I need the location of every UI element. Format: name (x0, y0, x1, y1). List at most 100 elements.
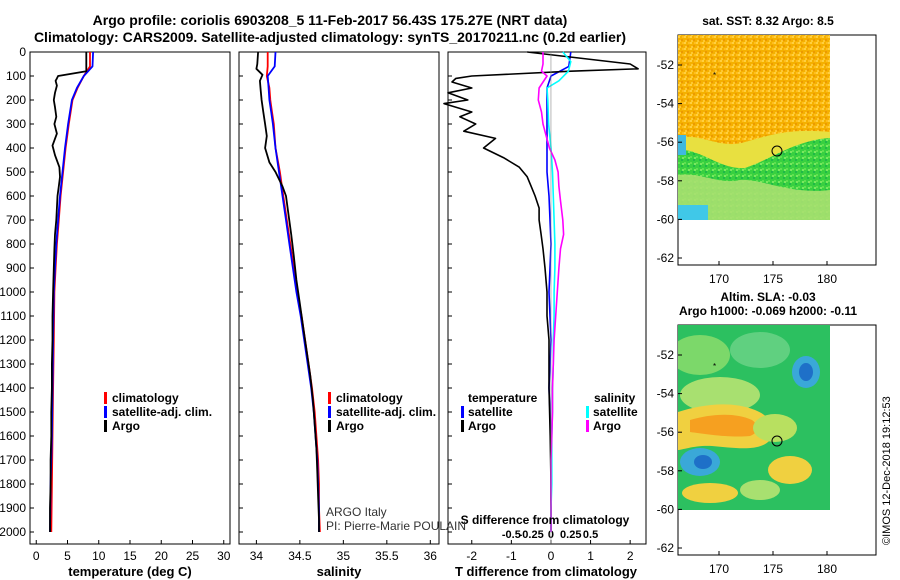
depth-tick-label: 400 (6, 141, 26, 155)
map-y-tick-label: -54 (657, 387, 675, 401)
temperature-plot-frame (29, 51, 231, 545)
legend-swatch-climatology (328, 392, 331, 404)
salinity-xlabel: salinity (317, 564, 363, 579)
sst-cold-patch (678, 205, 708, 220)
map-y-tick-label: -62 (657, 541, 675, 555)
depth-tick-label: 1000 (0, 285, 26, 299)
map-y-tick-label: -52 (657, 348, 675, 362)
series-line-t-argo (443, 51, 639, 532)
legend-label: Argo (112, 419, 140, 433)
s-tick-label: 0.25 (560, 529, 581, 541)
sla-low-anomaly-core (694, 455, 712, 469)
sla-map-field (678, 325, 830, 510)
x-tick-label: 30 (217, 549, 231, 563)
x-tick-label: 0 (548, 549, 555, 563)
depth-tick-label: 100 (6, 69, 26, 83)
s-tick-label: 0.5 (583, 529, 598, 541)
series-line-satellite-adj-clim- (266, 51, 320, 532)
sst-map-axis: 170 175 180 -52 -54 -56 -58 -60 -62 (657, 58, 838, 286)
x-tick-label: 25 (186, 549, 200, 563)
depth-tick-label: 1400 (0, 381, 26, 395)
map-x-tick-label: 170 (709, 562, 729, 576)
s-tick-label: -0.5 (502, 529, 521, 541)
sla-map-subtitle: Argo h1000: -0.069 h2000: -0.11 (679, 304, 857, 318)
annotation-pi: PI: Pierre-Marie POULAIN (326, 519, 466, 533)
x-tick-label: 15 (123, 549, 137, 563)
depth-tick-label: 1300 (0, 357, 26, 371)
map-x-tick-label: 175 (763, 272, 783, 286)
map-x-tick-label: 175 (763, 562, 783, 576)
depth-tick-label: 1700 (0, 453, 26, 467)
map-x-tick-label: 170 (709, 272, 729, 286)
imos-credit: ©IMOS 12-Dec-2018 19:12:53 (881, 396, 893, 545)
map-y-tick-label: -60 (657, 502, 675, 516)
series-line-s-argo (537, 52, 565, 532)
x-tick-label: 0 (33, 549, 40, 563)
sst-map-field (678, 35, 830, 220)
legend-swatch-s-satellite (586, 406, 589, 418)
temperature-plot: 0 5 10 15 20 25 30 (33, 51, 231, 563)
legend-label: Argo (468, 419, 496, 433)
map-y-tick-label: -52 (657, 58, 675, 72)
x-tick-label: 34 (250, 549, 264, 563)
x-tick-label: 2 (627, 549, 634, 563)
salinity-legend: climatology satellite-adj. clim. Argo (328, 391, 436, 433)
x-tick-label: 5 (64, 549, 71, 563)
depth-tick-label: 1500 (0, 405, 26, 419)
x-tick-label: 36 (424, 549, 438, 563)
legend-label: satellite (593, 405, 638, 419)
x-tick-label: 35.5 (375, 549, 399, 563)
depth-tick-label: 500 (6, 165, 26, 179)
sla-map-axis: 170 175 180 -52 -54 -56 -58 -60 -62 (657, 348, 838, 576)
sst-map-star: * (713, 71, 716, 80)
legend-swatch-climatology (104, 392, 107, 404)
depth-tick-label: 900 (6, 261, 26, 275)
series-line-argo (49, 52, 88, 532)
legend-swatch-satellite (328, 406, 331, 418)
depth-tick-label: 800 (6, 237, 26, 251)
series-line-satellite-adj-clim- (49, 51, 94, 533)
legend-label: satellite-adj. clim. (336, 405, 436, 419)
depth-tick-label: 1600 (0, 429, 26, 443)
legend-swatch-t-satellite (461, 406, 464, 418)
map-y-tick-label: -58 (657, 174, 675, 188)
legend-swatch-satellite (104, 406, 107, 418)
depth-axis: 0 100 200 300 400 500 600 700 800 900 1000 1100 1200… (0, 45, 452, 539)
depth-tick-label: 600 (6, 189, 26, 203)
map-x-tick-label: 180 (817, 272, 837, 286)
s-difference-xlabel: S difference from climatology (461, 513, 630, 527)
legend-label: Argo (593, 419, 621, 433)
sla-blob (740, 480, 780, 500)
sla-blob (753, 414, 797, 442)
chart-title-line1: Argo profile: coriolis 6903208_5 11-Feb-… (92, 12, 568, 28)
x-tick-label: -1 (506, 549, 517, 563)
legend-title-temperature: temperature (468, 391, 538, 405)
depth-tick-label: 700 (6, 213, 26, 227)
argo-location-marker (771, 435, 783, 447)
temperature-legend: climatology satellite-adj. clim. Argo (104, 391, 212, 433)
chart-title-line2: Climatology: CARS2009. Satellite-adjuste… (33, 29, 627, 45)
map-y-tick-label: -54 (657, 97, 675, 111)
legend-swatch-argo (104, 420, 107, 432)
map-y-tick-label: -56 (657, 135, 675, 149)
sst-cold-patch (678, 135, 686, 155)
series-line-climatology (265, 52, 321, 533)
depth-tick-label: 2000 (0, 525, 26, 539)
legend-swatch-argo (328, 420, 331, 432)
legend-title-salinity: salinity (594, 391, 636, 405)
x-tick-label: 1 (587, 549, 594, 563)
sla-high-anomaly (768, 456, 812, 484)
legend-label: satellite-adj. clim. (112, 405, 212, 419)
map-y-tick-label: -62 (657, 251, 675, 265)
temperature-xlabel: temperature (deg C) (68, 564, 192, 579)
sla-high-anomaly-core (690, 414, 758, 437)
sla-low-anomaly-core (799, 363, 813, 381)
sla-map-star: * (713, 362, 716, 371)
depth-tick-label: 1800 (0, 477, 26, 491)
depth-tick-label: 0 (19, 45, 26, 59)
legend-label: climatology (112, 391, 179, 405)
map-y-tick-label: -60 (657, 212, 675, 226)
sla-map-title: Altim. SLA: -0.03 (720, 290, 816, 304)
difference-plot: -2 -1 0 1 2-0.5-0.25 0 0.25 0.5 (443, 51, 639, 563)
